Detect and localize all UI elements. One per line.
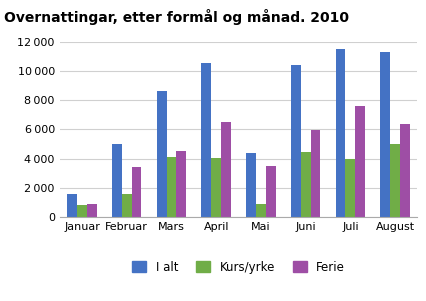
Bar — [301, 152, 311, 217]
Bar — [112, 144, 122, 217]
Bar — [291, 65, 301, 217]
Bar — [266, 166, 276, 217]
Bar — [336, 49, 345, 217]
Bar — [67, 194, 77, 217]
Bar — [157, 91, 167, 217]
Bar — [167, 157, 176, 217]
Bar — [201, 63, 211, 217]
Bar — [132, 166, 141, 217]
Bar — [87, 203, 97, 217]
Bar — [355, 106, 365, 217]
Bar — [256, 204, 266, 217]
Bar — [390, 144, 400, 217]
Bar — [176, 151, 186, 217]
Bar — [345, 159, 355, 217]
Bar — [311, 130, 320, 217]
Bar — [246, 154, 256, 217]
Bar — [211, 158, 221, 217]
Bar — [380, 52, 390, 217]
Legend: I alt, Kurs/yrke, Ferie: I alt, Kurs/yrke, Ferie — [129, 257, 348, 277]
Bar — [400, 124, 410, 217]
Text: Overnattingar, etter formål og månad. 2010: Overnattingar, etter formål og månad. 20… — [4, 9, 349, 25]
Bar — [77, 205, 87, 217]
Bar — [122, 194, 132, 217]
Bar — [221, 122, 231, 217]
